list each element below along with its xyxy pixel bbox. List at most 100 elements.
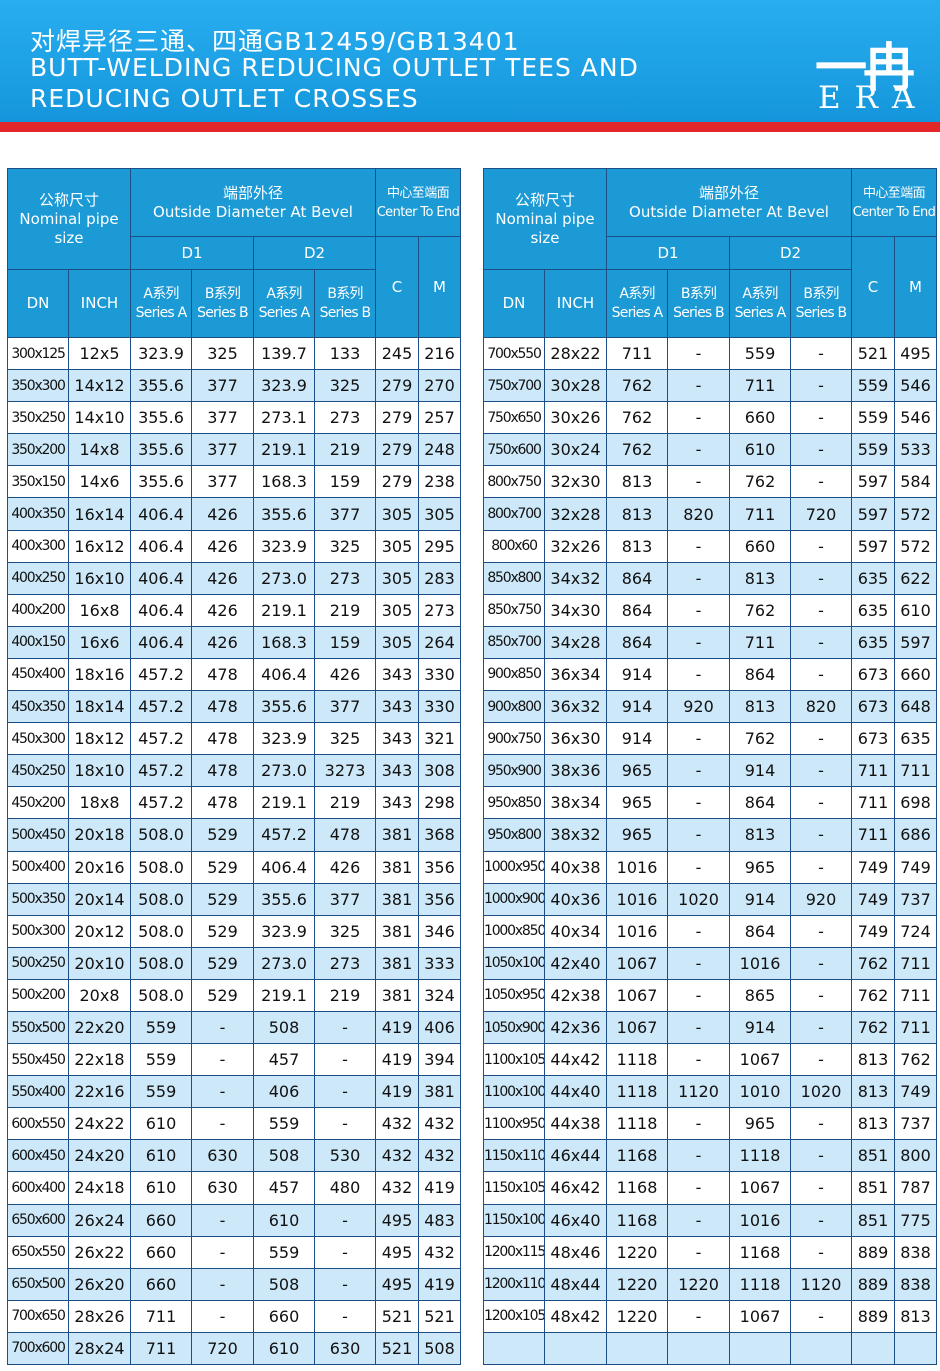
header-label-cn: 端部外径 xyxy=(223,183,284,202)
cell: 273 xyxy=(314,401,377,435)
data-row: 450x400 18x16 457.2 478 406.4 426 343 330 xyxy=(7,657,462,692)
cell: 950x850 xyxy=(483,786,545,820)
cell: 457.2 xyxy=(130,786,193,820)
cell: - xyxy=(790,561,853,595)
cell: 635 xyxy=(851,593,896,627)
cell: 864 xyxy=(606,561,669,595)
cell: 711 xyxy=(130,1331,193,1366)
cell: 800x750 xyxy=(483,465,545,499)
data-row: 950x900 38x36 965-914-711 711 xyxy=(483,754,938,788)
data-row: 650x600 26x24 660-610-495 483 xyxy=(7,1203,462,1237)
cell: 381 xyxy=(418,1075,462,1109)
header-label-en: Center To End xyxy=(852,204,936,220)
cell: 18x8 xyxy=(67,786,132,820)
cell: 321 xyxy=(418,722,462,756)
cell: 711 xyxy=(729,625,792,659)
cell: 406.4 xyxy=(130,497,193,531)
cell: 630 xyxy=(314,1331,377,1366)
cell: - xyxy=(790,914,853,948)
cell: 1000x850 xyxy=(483,914,545,948)
cell: 46x40 xyxy=(543,1203,608,1237)
cell: 406.4 xyxy=(130,593,193,627)
cell: 34x28 xyxy=(543,625,608,659)
data-row: 1200x110048x441220122011181120889838 xyxy=(483,1267,938,1301)
cell: 20x10 xyxy=(67,946,132,980)
cell: 406.4 xyxy=(130,529,193,563)
cell: 381 xyxy=(375,850,420,884)
data-row xyxy=(483,1331,938,1366)
cell: 18x12 xyxy=(67,722,132,756)
cell: 24x20 xyxy=(67,1139,132,1173)
cell: 813 xyxy=(851,1043,896,1077)
cell: 279 xyxy=(375,433,420,467)
cell: 495 xyxy=(894,336,938,371)
cell: 610 xyxy=(253,1331,316,1366)
cell: 914 xyxy=(606,722,669,756)
cell: 914 xyxy=(729,754,792,788)
cell: 14x10 xyxy=(67,401,132,435)
cell: 600x450 xyxy=(7,1139,69,1173)
cell: 419 xyxy=(375,1075,420,1109)
cell: 508 xyxy=(253,1139,316,1173)
cell: 965 xyxy=(606,818,669,852)
cell: 820 xyxy=(667,497,731,531)
data-row: 400x150 16x6 406.4 426 168.3 159 305 264 xyxy=(7,625,462,659)
cell: 377 xyxy=(314,497,377,531)
data-row: 550x500 22x20 559-508-419 406 xyxy=(7,1010,462,1045)
cell: 238 xyxy=(418,465,462,499)
cell: 762 xyxy=(894,1043,938,1077)
cell: 270 xyxy=(418,369,462,403)
data-row: 900x750 36x30 914-762-673 635 xyxy=(483,722,938,756)
cell: 406.4 xyxy=(130,625,193,659)
cell: 800x700 xyxy=(483,497,545,531)
data-row: 950x800 38x32 965-813-711 686 xyxy=(483,818,938,852)
header-cell: 公称尺寸 Nominal pipe size xyxy=(482,168,608,270)
cell: 550x500 xyxy=(7,1010,69,1045)
header-label-en: Series A xyxy=(258,304,310,321)
empty-cell xyxy=(667,1331,731,1366)
cell: 14x8 xyxy=(67,433,132,467)
cell: 508 xyxy=(253,1010,316,1045)
header-label-en: Series A xyxy=(135,304,187,321)
cell: 813 xyxy=(894,1299,938,1333)
cell: 381 xyxy=(375,882,420,916)
cell: 889 xyxy=(851,1267,896,1301)
cell: 355.6 xyxy=(253,690,316,724)
cell: - xyxy=(667,978,731,1012)
data-row: 400x350 16x14 406.4 426 355.6 377 305 305 xyxy=(7,497,462,531)
cell: 1200x1150 xyxy=(483,1235,545,1269)
cell: 711 xyxy=(894,1010,938,1045)
cell: 44x40 xyxy=(543,1075,608,1109)
cell: 529 xyxy=(191,882,255,916)
cell: 450x200 xyxy=(7,786,69,820)
cell: 42x36 xyxy=(543,1010,608,1045)
cell: 686 xyxy=(894,818,938,852)
cell: - xyxy=(191,1075,255,1109)
cell: - xyxy=(191,1235,255,1269)
cell: 406.4 xyxy=(253,657,316,692)
cell: 279 xyxy=(375,401,420,435)
cell: - xyxy=(790,593,853,627)
cell: 495 xyxy=(375,1267,420,1301)
cell: 400x250 xyxy=(7,561,69,595)
cell: - xyxy=(790,1139,853,1173)
data-row: 300x125 12x5 323.9 325 139.7 133 245 216 xyxy=(7,336,462,371)
data-row: 900x850 36x34 914-864-673 660 xyxy=(483,657,938,692)
cell: 36x34 xyxy=(543,657,608,692)
cell: 630 xyxy=(191,1171,255,1205)
cell: 1168 xyxy=(606,1171,669,1205)
header-cell: B系列 Series B xyxy=(314,269,377,338)
cell: 1200x1050 xyxy=(483,1299,545,1333)
cell: 356 xyxy=(418,882,462,916)
cell: 478 xyxy=(191,657,255,692)
cell: 483 xyxy=(418,1203,462,1237)
cell: 529 xyxy=(191,818,255,852)
cell: 377 xyxy=(191,465,255,499)
cell: 400x200 xyxy=(7,593,69,627)
cell: - xyxy=(790,657,853,692)
cell: 24x18 xyxy=(67,1171,132,1205)
cell: 965 xyxy=(729,850,792,884)
cell: 219.1 xyxy=(253,433,316,467)
